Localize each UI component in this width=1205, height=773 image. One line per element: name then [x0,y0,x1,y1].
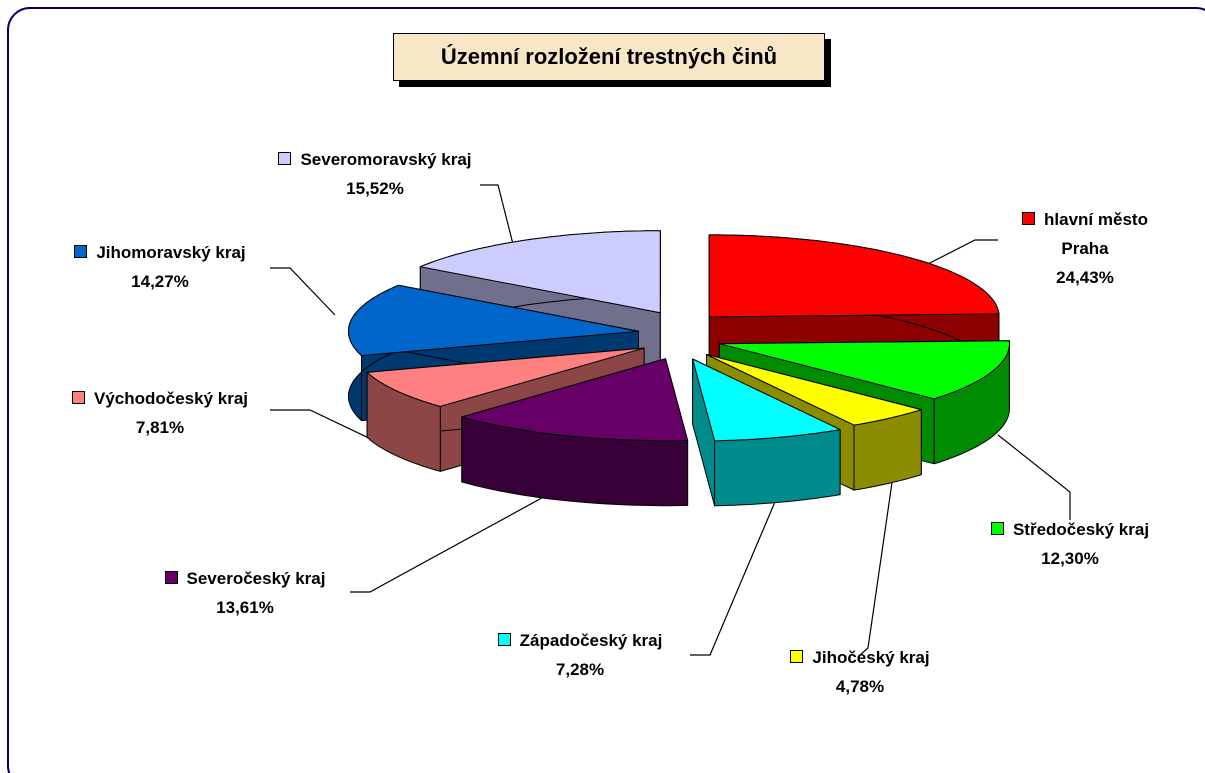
label-value: 14,27% [131,272,189,291]
label-name: Východočeský kraj [93,389,249,408]
data-label: Západočeský kraj 7,28% [470,626,690,684]
legend-key [1022,212,1036,225]
slice [366,347,645,407]
data-label: Středočeský kraj 12,30% [960,515,1180,573]
leader-lines [270,184,1071,656]
label-value: 7,81% [135,418,185,437]
label-value: 15,52% [346,179,404,198]
slice [706,354,922,426]
label-value: 4,78% [835,677,885,696]
label-value: 24,43% [1056,268,1114,287]
data-label: Jihočeský kraj 4,78% [760,643,960,701]
slice [461,358,689,442]
label-name: Středočeský kraj [1012,520,1150,539]
label-value: 12,30% [1041,549,1099,568]
legend-key [71,391,85,404]
label-name: Západočeský kraj [519,631,663,650]
label-name: hlavní město Praha [1044,210,1148,258]
slice [419,230,661,314]
data-label: Východočeský kraj 7,81% [40,384,280,442]
legend-key [790,650,804,663]
slice [718,340,1010,400]
data-label: Severomoravský kraj 15,52% [260,145,490,203]
legend-key [164,571,178,584]
legend-key [990,522,1004,535]
data-label: Jihomoravský kraj 14,27% [40,238,280,296]
pie [348,230,1010,507]
label-value: 7,28% [555,660,605,679]
label-name: Jihočeský kraj [812,648,930,667]
chart-title: Územní rozložení trestných činů [393,33,825,81]
label-name: Severomoravský kraj [300,150,472,169]
slice [708,234,1000,318]
data-label: hlavní město Praha 24,43% [1000,205,1170,292]
label-value: 13,61% [216,598,274,617]
legend-key [497,633,511,646]
slice [348,284,639,357]
data-label: Severočeský kraj 13,61% [130,564,360,622]
slice [692,358,841,442]
label-name: Jihomoravský kraj [96,243,246,262]
legend-key [74,245,88,258]
legend-key [278,152,292,165]
slice-wall [714,429,841,507]
label-name: Severočeský kraj [186,569,326,588]
